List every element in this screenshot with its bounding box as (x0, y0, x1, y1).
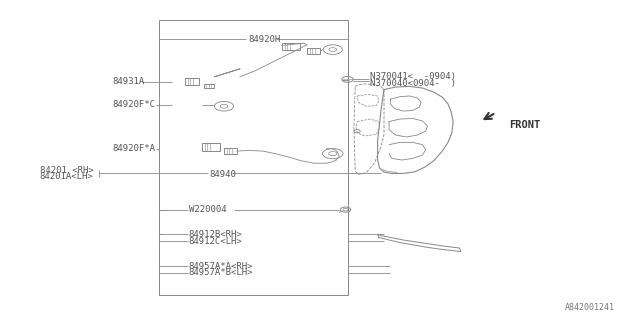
Bar (282, 43, 300, 50)
Text: N370040<0904-  ): N370040<0904- ) (370, 79, 456, 88)
Text: 84201A<LH>: 84201A<LH> (40, 172, 93, 181)
Text: FRONT: FRONT (509, 120, 540, 131)
Text: W220004: W220004 (189, 205, 227, 214)
Text: 84940: 84940 (209, 170, 236, 179)
Bar (204, 84, 214, 88)
Text: 84920H: 84920H (248, 35, 280, 44)
Text: 84920F*A: 84920F*A (112, 144, 155, 153)
Text: 84957A*A<RH>: 84957A*A<RH> (189, 262, 253, 271)
Bar (159, 20, 348, 295)
Bar (307, 48, 320, 54)
Text: 84957A*B<LH>: 84957A*B<LH> (189, 268, 253, 277)
Text: 84920F*C: 84920F*C (112, 100, 155, 109)
Text: 84912B<RH>: 84912B<RH> (189, 230, 243, 239)
Text: 84912C<LH>: 84912C<LH> (189, 237, 243, 246)
Bar (202, 143, 220, 151)
Bar (224, 148, 237, 154)
Text: A842001241: A842001241 (564, 303, 614, 312)
Text: 84931A: 84931A (112, 77, 144, 86)
Text: 84201 <RH>: 84201 <RH> (40, 166, 93, 175)
Bar (185, 78, 199, 85)
Text: N370041<  -0904): N370041< -0904) (370, 72, 456, 81)
